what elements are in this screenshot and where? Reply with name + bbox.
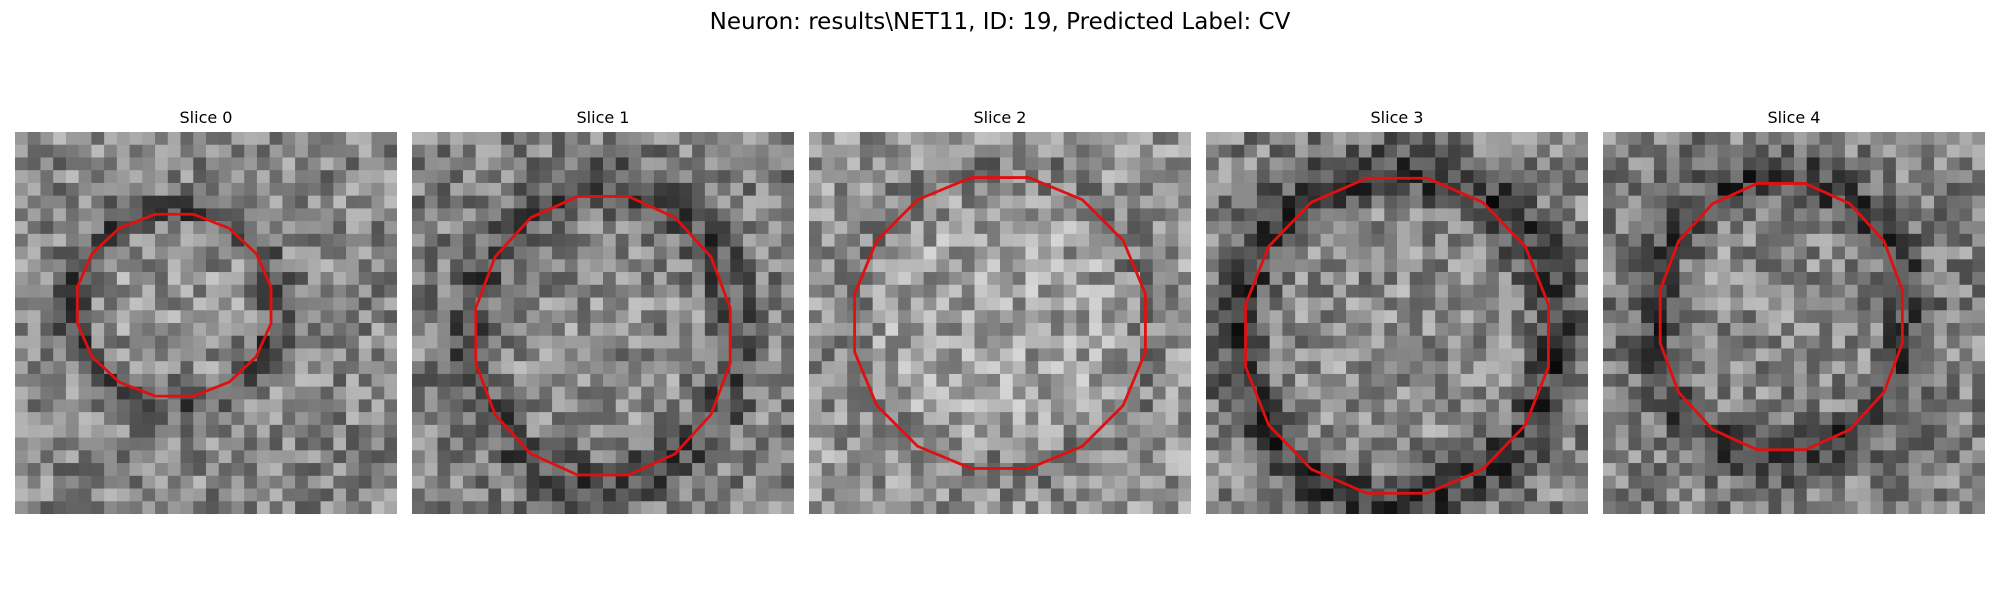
slice-image-3 xyxy=(1206,132,1588,514)
red-contour xyxy=(474,195,732,477)
slice-image-1 xyxy=(412,132,794,514)
slice-title-0: Slice 0 xyxy=(179,108,233,127)
red-contour xyxy=(1244,176,1550,495)
figure-title: Neuron: results\NET11, ID: 19, Predicted… xyxy=(709,9,1291,35)
slice-panel-0: Slice 0 xyxy=(15,108,397,514)
slice-panel-1: Slice 1 xyxy=(412,108,794,514)
slice-image-2 xyxy=(809,132,1191,514)
slice-image-0 xyxy=(15,132,397,514)
slice-panel-3: Slice 3 xyxy=(1206,108,1588,514)
slice-panel-4: Slice 4 xyxy=(1603,108,1985,514)
red-contour xyxy=(1658,182,1904,452)
slice-image-4 xyxy=(1603,132,1985,514)
slice-title-1: Slice 1 xyxy=(576,108,630,127)
red-contour xyxy=(853,176,1147,470)
slice-title-3: Slice 3 xyxy=(1370,108,1424,127)
slice-title-2: Slice 2 xyxy=(973,108,1027,127)
red-contour xyxy=(75,212,273,398)
slice-panel-2: Slice 2 xyxy=(809,108,1191,514)
slice-title-4: Slice 4 xyxy=(1767,108,1821,127)
